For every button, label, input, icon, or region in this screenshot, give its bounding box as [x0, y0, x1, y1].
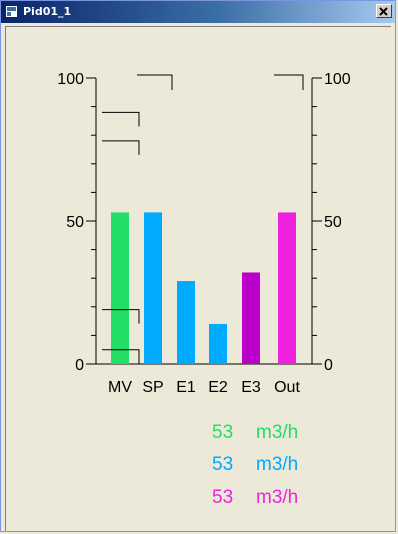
- bar-sp: [144, 212, 162, 364]
- top-marker-out: [274, 74, 304, 90]
- right-axis-tick-label: 0: [324, 357, 333, 374]
- window-title: Pid01_1: [23, 5, 72, 18]
- readout-value: 53: [212, 454, 234, 475]
- bar-e1: [177, 281, 195, 364]
- category-label: SP: [142, 379, 163, 396]
- close-button[interactable]: [376, 4, 392, 18]
- window-app-icon[interactable]: [5, 5, 18, 18]
- category-label: E1: [176, 379, 196, 396]
- readout-row: 53 m3/h: [212, 487, 392, 509]
- bar-out: [278, 212, 296, 364]
- close-icon: [379, 7, 388, 16]
- bar-mv: [111, 212, 129, 364]
- limit-marker: [102, 349, 140, 364]
- readout-unit: m3/h: [256, 422, 299, 443]
- chart-panel: 100 50 0 100 50 0 MV SP E1 E2 E3 Out 53 m3/h 53 m3/h 53…: [5, 26, 391, 531]
- bar-e2: [209, 323, 227, 364]
- limit-marker: [102, 309, 140, 324]
- category-label: E2: [208, 379, 228, 396]
- readout-value: 53: [212, 487, 234, 508]
- title-bar[interactable]: Pid01_1: [1, 1, 395, 23]
- readout-row: 53 m3/h: [212, 422, 392, 444]
- right-axis-tick-label: 50: [324, 214, 342, 231]
- bar-e3: [242, 272, 260, 364]
- readout-row: 53 m3/h: [212, 454, 392, 476]
- limit-marker: [102, 111, 140, 127]
- readout-unit: m3/h: [256, 487, 299, 508]
- right-axis-tick-label: 100: [324, 71, 351, 88]
- top-marker-sp: [137, 74, 173, 90]
- left-axis-tick-label: 100: [57, 71, 84, 88]
- left-axis-tick-label: 50: [66, 214, 84, 231]
- category-label: Out: [274, 379, 300, 396]
- bar-chart: 100 50 0 100 50 0 MV SP E1 E2 E3 Out: [57, 71, 351, 396]
- category-label: E3: [241, 379, 261, 396]
- left-axis-tick-label: 0: [75, 357, 84, 374]
- limit-marker: [102, 140, 140, 155]
- readout-value: 53: [212, 422, 234, 443]
- category-label: MV: [108, 379, 132, 396]
- readout-unit: m3/h: [256, 454, 299, 475]
